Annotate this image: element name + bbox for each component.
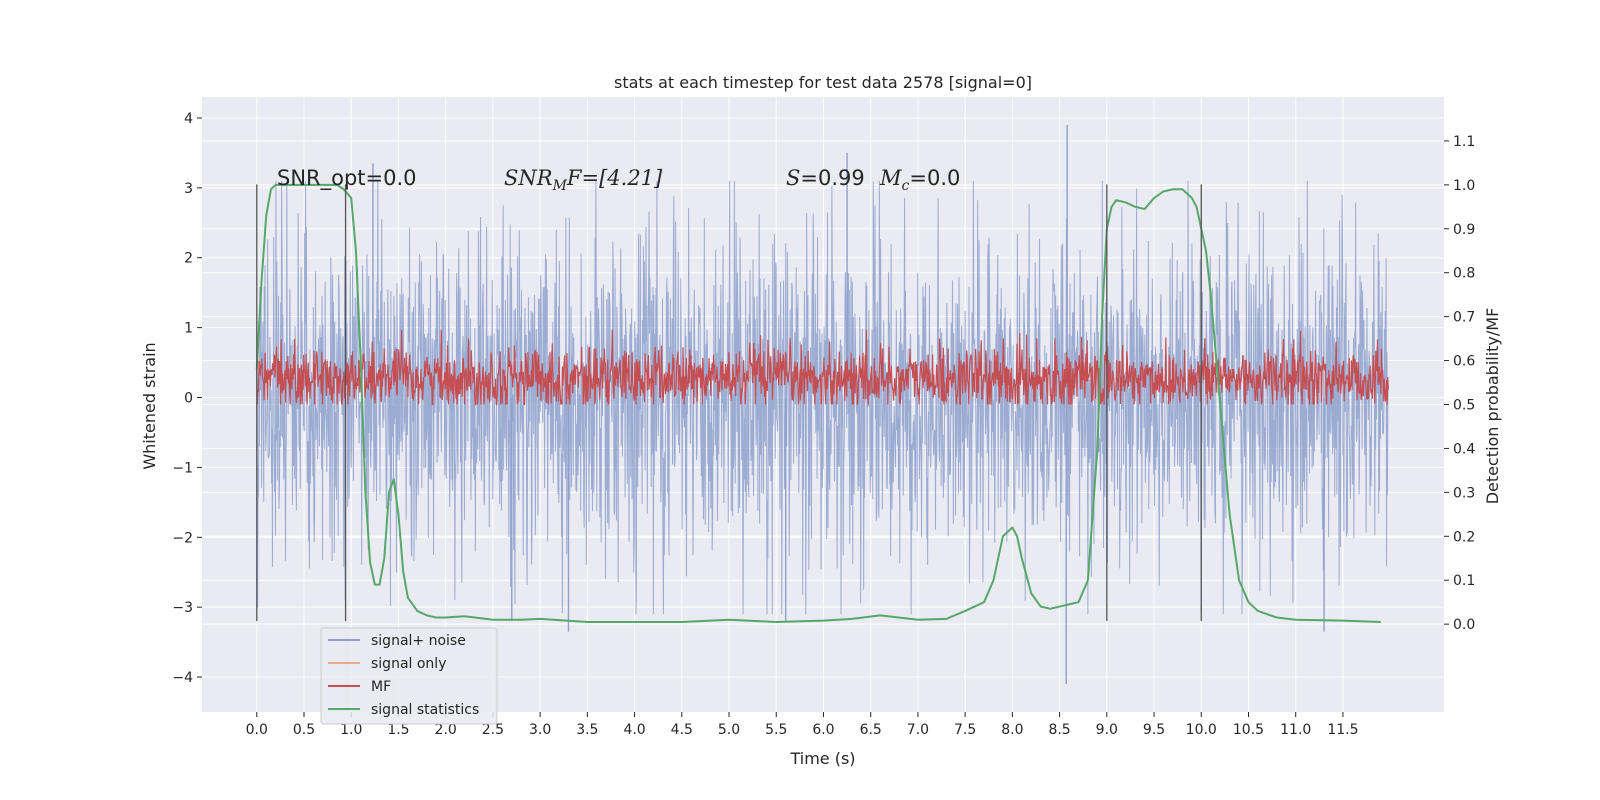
y2-tick-label: 0.8 — [1453, 266, 1475, 282]
y-axis-label: Whitened strain — [140, 342, 159, 469]
x-tick-label: 7.5 — [954, 722, 976, 738]
annotation-snr-mf-symbol: SNR — [504, 166, 553, 190]
x-tick-label: 2.5 — [482, 722, 504, 738]
x-tick-label: 0.5 — [293, 722, 315, 738]
x-tick-label: 11.5 — [1327, 722, 1358, 738]
y2-tick-label: 0.7 — [1453, 310, 1475, 326]
x-tick-label: 3.0 — [529, 722, 551, 738]
x-tick-label: 9.5 — [1143, 722, 1165, 738]
chart-title: stats at each timestep for test data 257… — [614, 73, 1032, 92]
y2-tick-label: 0.4 — [1453, 441, 1475, 457]
y2-tick-label: 0.9 — [1453, 222, 1475, 238]
x-tick-label: 8.5 — [1048, 722, 1070, 738]
y-tick-label: 1 — [184, 321, 193, 337]
y2-tick-label: 0.3 — [1453, 485, 1475, 501]
y2-tick-label: 1.0 — [1453, 178, 1475, 194]
y-tick-label: 0 — [184, 391, 193, 407]
x-tick-label: 6.5 — [860, 722, 882, 738]
legend-label-signal-statistics: signal statistics — [371, 702, 479, 718]
x-tick-label: 5.0 — [718, 722, 740, 738]
x-tick-label: 1.0 — [340, 722, 362, 738]
y2-tick-label: 0.6 — [1453, 354, 1475, 370]
annotation-snr-mf-subscript: M — [552, 178, 568, 194]
annotation-snr-opt: SNR_opt=0.0 — [277, 166, 417, 191]
y-tick-label: −1 — [172, 460, 193, 476]
y-tick-label: −4 — [172, 670, 193, 686]
annotation-mc-value: =0.0 — [909, 166, 960, 190]
x-tick-label: 9.0 — [1096, 722, 1118, 738]
x-tick-label: 10.5 — [1233, 722, 1264, 738]
annotation-snr-mf: SNRMF=[4.21] — [504, 166, 663, 194]
annotation-s: S=0.99 — [786, 166, 865, 190]
legend-label-signal-only: signal only — [371, 656, 446, 672]
axes-layer: 0.0 0.5 1.0 1.5 2.0 2.5 3.0 3.5 4.0 4.5 5.0 5.5 6.0 6… — [172, 111, 1475, 738]
x-tick-label: 1.5 — [387, 722, 409, 738]
annotation-mc-symbol: M — [879, 166, 902, 190]
x-tick-label: 7.0 — [907, 722, 929, 738]
y-tick-label: 3 — [184, 181, 193, 197]
y-tick-label: 2 — [184, 251, 193, 267]
annotation-mc-subscript: c — [902, 178, 910, 194]
legend-box — [320, 627, 498, 725]
y2-tick-label: 1.1 — [1453, 134, 1475, 150]
legend-label-mf: MF — [371, 679, 391, 695]
x-tick-label: 0.0 — [246, 722, 268, 738]
annotation-s-symbol: S — [786, 166, 800, 190]
series-layer — [255, 124, 1389, 685]
y2-tick-label: 0.2 — [1453, 529, 1475, 545]
annotation-s-value: =0.99 — [800, 166, 864, 190]
vertical-markers — [256, 184, 1202, 622]
x-tick-label: 11.0 — [1280, 722, 1311, 738]
x-tick-label: 4.0 — [623, 722, 645, 738]
series-mf-line — [256, 329, 1389, 406]
legend: signal+ noise signal only MF signal stat… — [320, 627, 498, 725]
x-tick-label: 8.0 — [1001, 722, 1023, 738]
legend-label-signal-noise: signal+ noise — [371, 633, 466, 649]
x-tick-label: 6.0 — [812, 722, 834, 738]
x-tick-label: 3.5 — [576, 722, 598, 738]
y2-tick-label: 0.0 — [1453, 617, 1475, 633]
y-tick-label: −3 — [172, 600, 193, 616]
annotation-mc: Mc=0.0 — [879, 166, 960, 194]
annotation-snr-mf-value: F=[4.21] — [566, 166, 663, 190]
y-tick-label: −2 — [172, 530, 193, 546]
x-tick-label: 2.0 — [435, 722, 457, 738]
x-tick-label: 5.5 — [765, 722, 787, 738]
series-signal-statistics-line — [255, 183, 1381, 623]
y2-tick-label: 0.5 — [1453, 398, 1475, 414]
x-tick-label: 4.5 — [671, 722, 693, 738]
x-tick-label: 10.0 — [1186, 722, 1217, 738]
y2-tick-label: 0.1 — [1453, 573, 1475, 589]
y-tick-label: 4 — [184, 111, 193, 127]
x-axis-label: Time (s) — [789, 749, 855, 768]
y2-axis-label: Detection probability/MF — [1483, 308, 1502, 505]
